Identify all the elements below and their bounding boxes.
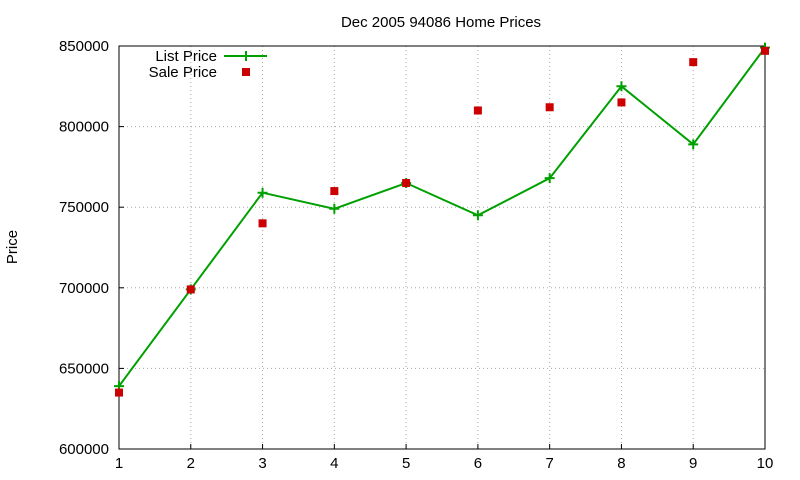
sale-price-marker xyxy=(186,285,195,294)
x-tick-label: 9 xyxy=(689,455,697,472)
sale-price-marker xyxy=(617,98,626,107)
sale-price-marker xyxy=(545,103,554,112)
sale-price-marker xyxy=(402,179,411,188)
list-price-marker xyxy=(329,203,340,214)
list-price-marker xyxy=(472,210,483,221)
legend: List Price Sale Price xyxy=(149,48,267,81)
list-price-marker xyxy=(544,173,555,184)
list-price-marker xyxy=(257,187,268,198)
tick-labels: 1 2 3 4 5 6 7 8 9 10 600000 650000 700000 750000 80000… xyxy=(59,38,773,472)
series-line-list-price xyxy=(118,47,766,387)
legend-label-list-price: List Price xyxy=(155,48,217,65)
sale-price-marker xyxy=(473,106,482,115)
x-tick-label: 7 xyxy=(545,455,553,472)
x-tick-label: 5 xyxy=(402,455,410,472)
legend-list-price-marker xyxy=(241,51,251,61)
x-tick-label: 6 xyxy=(474,455,482,472)
sale-price-marker xyxy=(258,219,267,228)
list-price-marker xyxy=(616,81,627,92)
y-tick-label: 750000 xyxy=(59,199,109,216)
series-layer xyxy=(114,42,770,397)
y-tick-label: 800000 xyxy=(59,119,109,136)
axes xyxy=(118,45,766,450)
sale-price-marker xyxy=(689,58,698,67)
plot-frame xyxy=(118,45,766,450)
chart-title: Dec 2005 94086 Home Prices xyxy=(341,14,541,31)
y-tick-label: 650000 xyxy=(59,360,109,377)
y-axis-label: Price xyxy=(4,230,21,264)
y-tick-label: 700000 xyxy=(59,280,109,297)
sale-price-marker xyxy=(761,46,769,55)
sale-price-marker xyxy=(330,187,339,196)
x-tick-label: 2 xyxy=(187,455,195,472)
x-tick-label: 10 xyxy=(757,455,774,472)
sale-price-marker xyxy=(115,388,123,397)
legend-sale-price-marker xyxy=(242,68,250,76)
x-tick-label: 1 xyxy=(115,455,123,472)
x-tick-label: 4 xyxy=(330,455,338,472)
list-price-marker xyxy=(688,139,699,150)
y-tick-label: 600000 xyxy=(59,441,109,458)
x-tick-label: 3 xyxy=(258,455,266,472)
y-tick-label: 850000 xyxy=(59,38,109,55)
legend-label-sale-price: Sale Price xyxy=(149,64,217,81)
x-tick-label: 8 xyxy=(617,455,625,472)
